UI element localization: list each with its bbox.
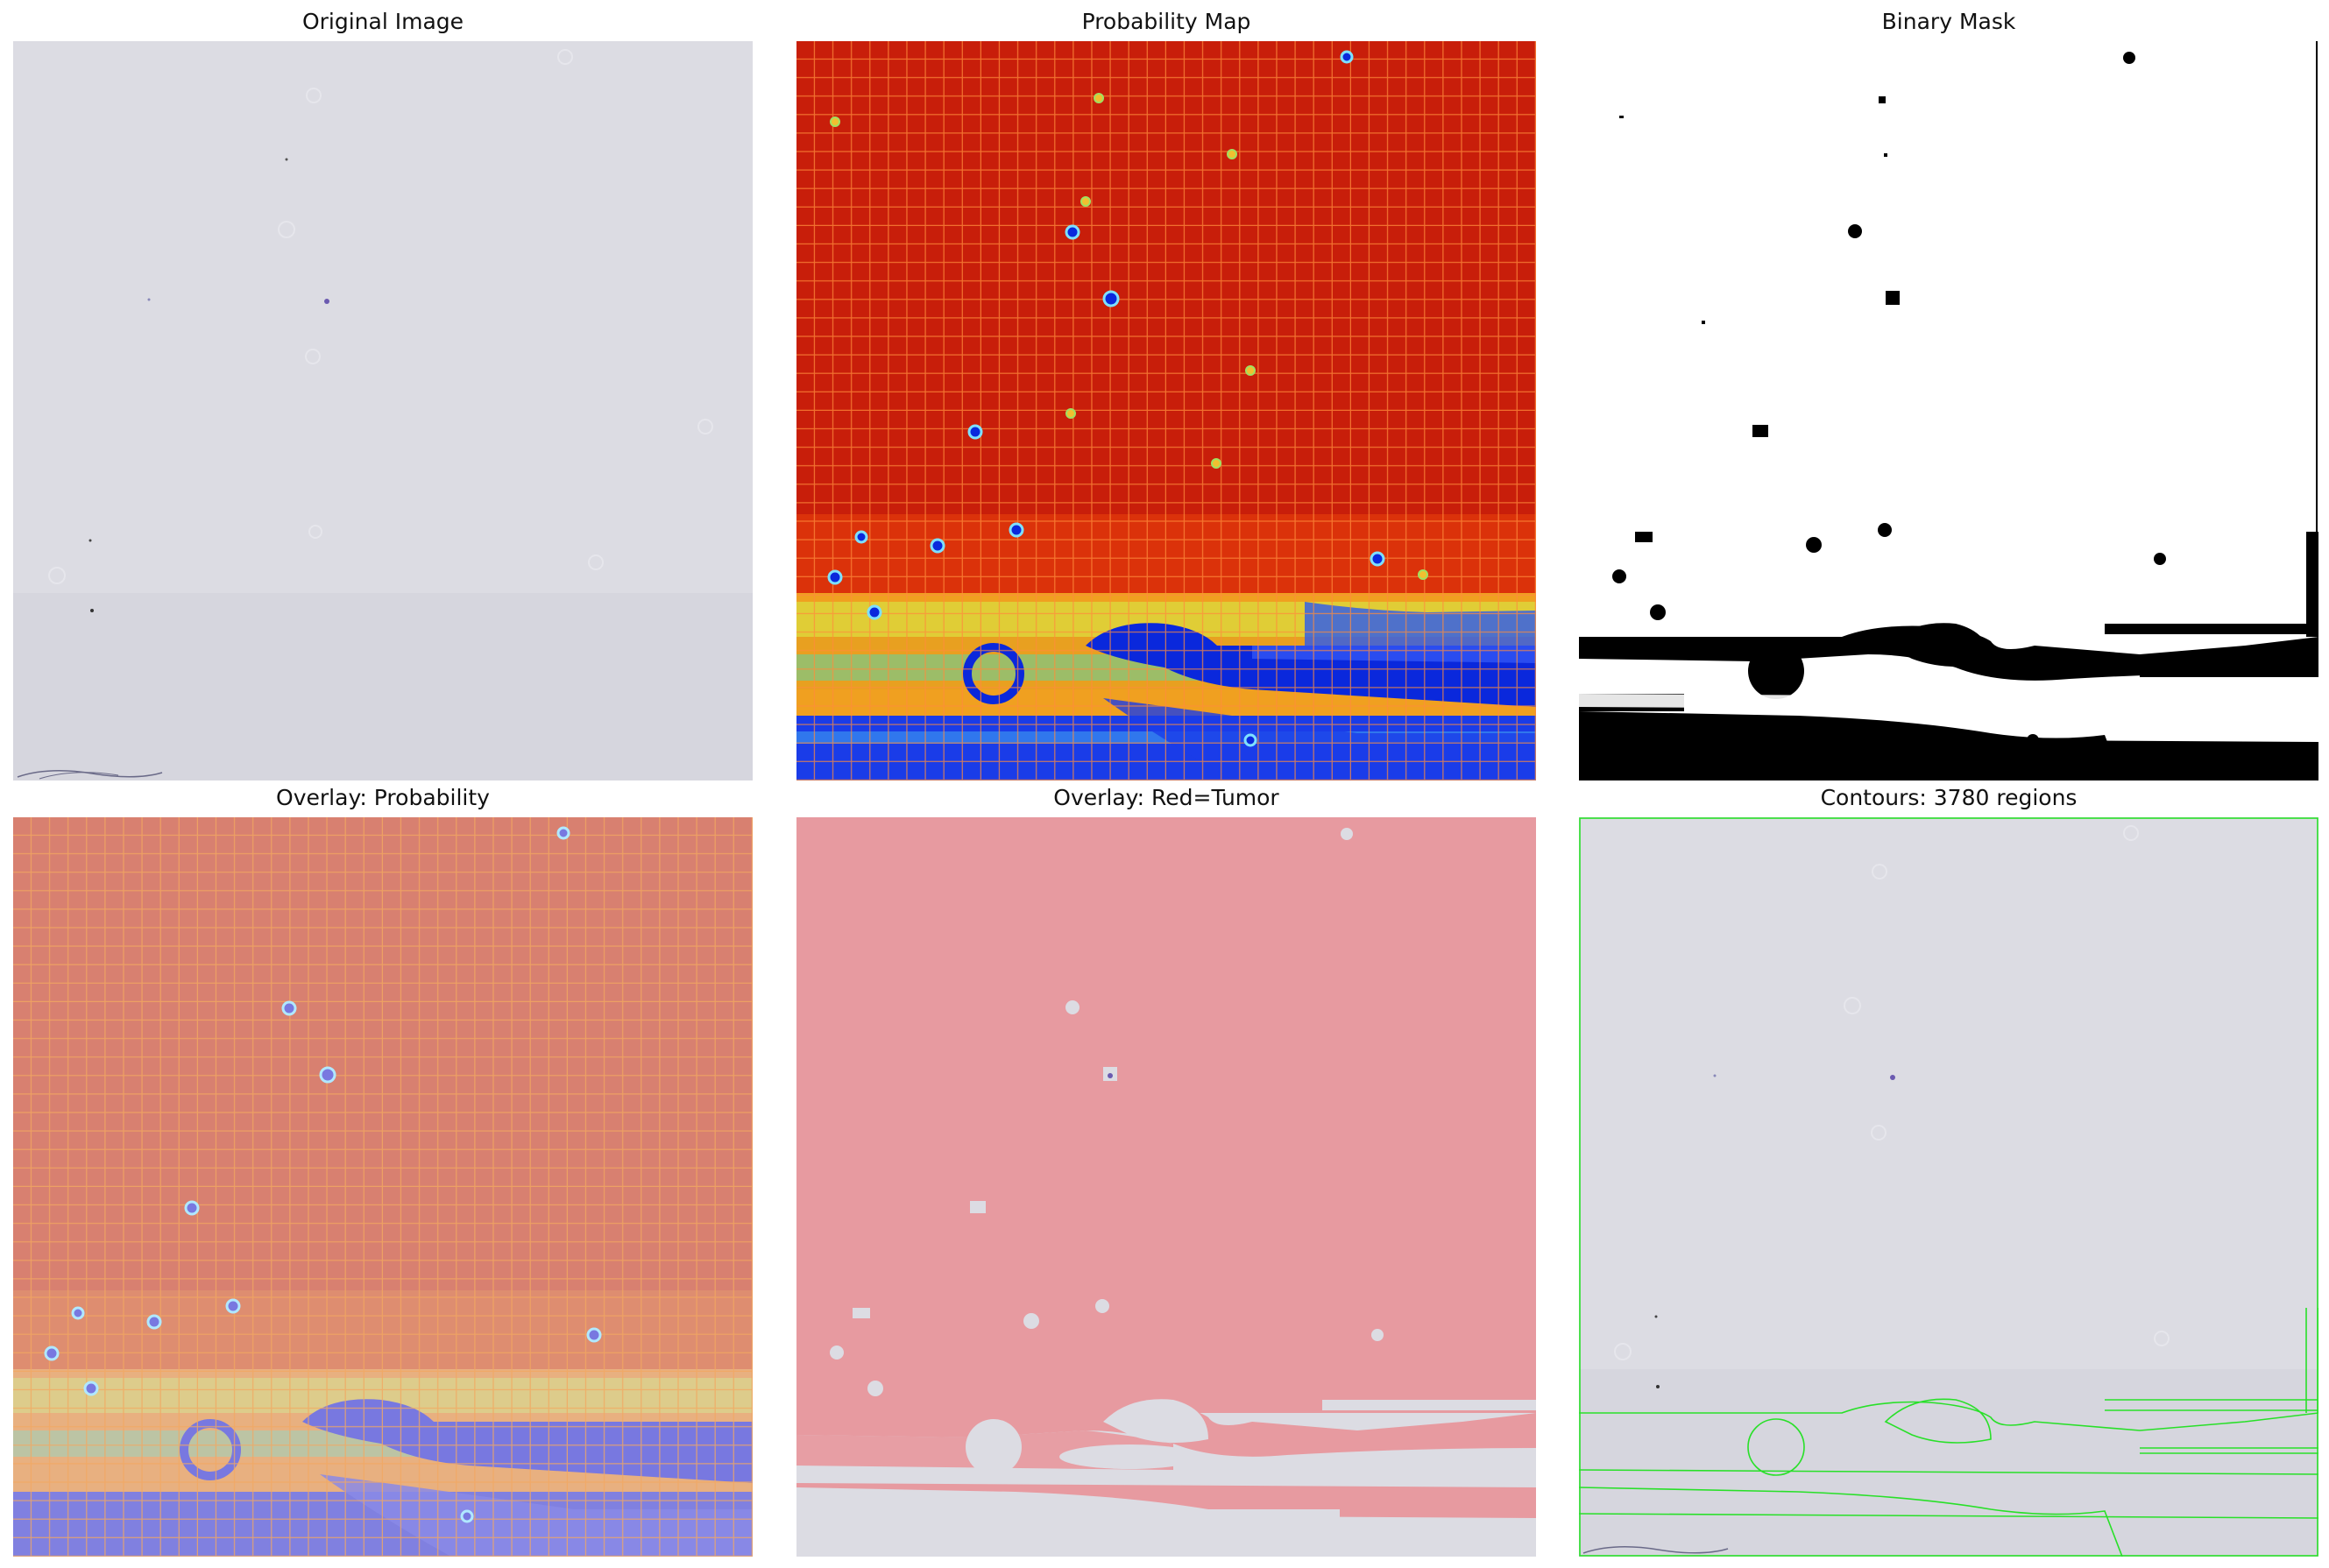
overlay-probability-image	[13, 817, 753, 1557]
overlay-red-tumor-image	[796, 817, 1536, 1557]
panel-title: Overlay: Probability	[276, 785, 490, 810]
panel-title: Original Image	[301, 9, 464, 34]
contours-canvas	[1579, 817, 2318, 1557]
original-image	[13, 41, 753, 780]
panel-title: Overlay: Red=Tumor	[1053, 785, 1279, 810]
binary-mask-image	[1579, 41, 2318, 780]
panel-title: Binary Mask	[1881, 9, 2016, 34]
contours-image	[1579, 817, 2318, 1557]
overlay-probability-canvas	[13, 817, 753, 1557]
original-image-canvas	[13, 41, 753, 780]
binary-mask-canvas	[1579, 41, 2318, 780]
panel-title: Probability Map	[1081, 9, 1251, 34]
panel-title: Contours: 3780 regions	[1820, 785, 2078, 810]
probability-map-canvas	[796, 41, 1536, 780]
probability-map-image	[796, 41, 1536, 780]
overlay-red-tumor-canvas	[796, 817, 1536, 1557]
